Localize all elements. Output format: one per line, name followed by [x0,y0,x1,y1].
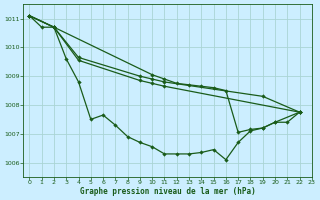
X-axis label: Graphe pression niveau de la mer (hPa): Graphe pression niveau de la mer (hPa) [80,187,255,196]
